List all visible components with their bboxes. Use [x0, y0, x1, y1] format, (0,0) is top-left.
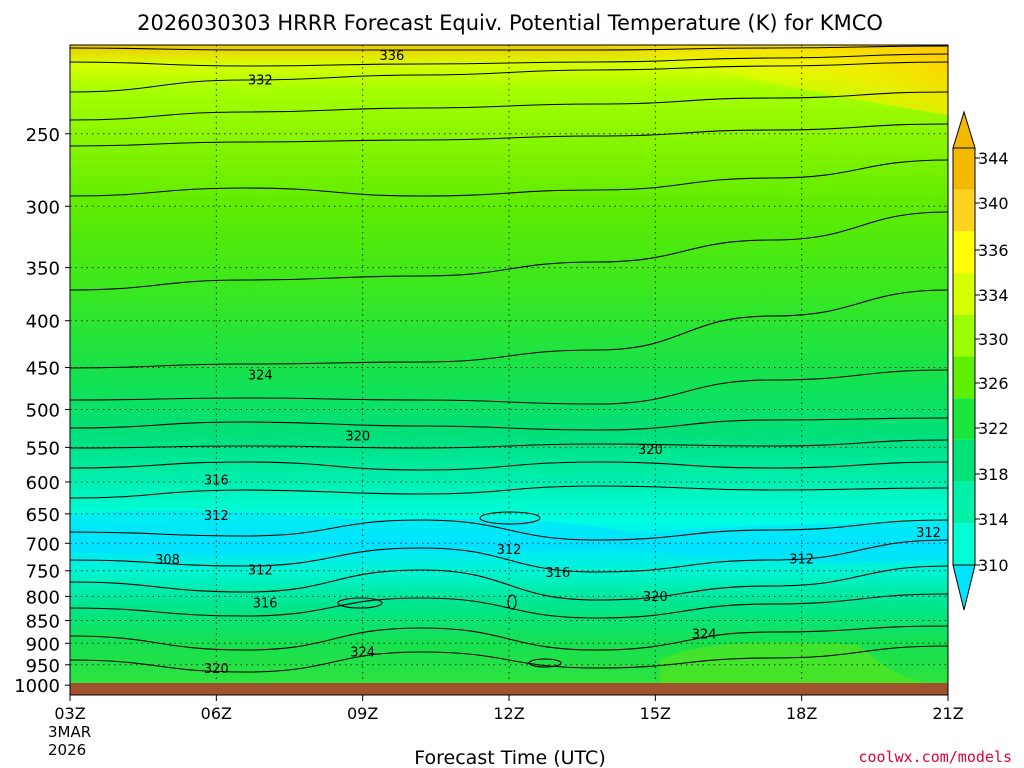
colorbar-segment — [953, 439, 975, 482]
colorbar-top-arrow — [952, 110, 976, 149]
ground-layer — [70, 683, 948, 695]
contour-label: 332 — [248, 73, 273, 88]
x-axis: 03Z 06Z 09Z 12Z 15Z 18Z 21Z — [54, 695, 964, 723]
contour-line — [70, 593, 948, 619]
colorbar-segment — [953, 273, 975, 315]
contour-line — [70, 45, 948, 51]
colorbar-tick-label: 314 — [978, 510, 1009, 529]
contour-line — [70, 289, 948, 369]
colorbar-tick-label: 326 — [978, 374, 1009, 393]
contour-cell — [479, 511, 541, 525]
contour-cell — [507, 594, 517, 610]
x-axis-date-line2: 2026 — [48, 741, 86, 759]
contour-line — [70, 625, 948, 651]
x-tick-label: 03Z — [54, 704, 85, 723]
contour-line — [70, 417, 948, 431]
colorbar-tick-label: 344 — [978, 149, 1009, 168]
x-tick-label: 18Z — [786, 704, 817, 723]
x-axis-date-line1: 3MAR — [48, 723, 91, 741]
colorbar-segment — [953, 356, 975, 399]
colorbar-tick-label: 322 — [978, 419, 1009, 438]
contour-label: 316 — [545, 566, 570, 581]
x-tick-label: 06Z — [201, 704, 232, 723]
contour-line — [70, 461, 948, 471]
contour-line — [70, 645, 948, 673]
y-tick-label: 650 — [26, 505, 60, 526]
plot-area — [70, 45, 948, 695]
contour-line — [70, 485, 948, 499]
colorbar-segment — [953, 231, 975, 274]
x-tick-label: 21Z — [932, 704, 963, 723]
contour-label: 320 — [345, 430, 370, 445]
y-tick-label: 450 — [26, 359, 60, 380]
y-tick-label: 750 — [26, 562, 60, 583]
x-tick-label: 15Z — [640, 704, 671, 723]
colorbar-segment — [953, 523, 975, 565]
y-tick-label: 600 — [26, 473, 60, 494]
contour-cell — [528, 658, 562, 668]
y-tick-label: 400 — [26, 312, 60, 333]
colorbar-tick-label: 310 — [978, 556, 1009, 575]
chart-title: 2026030303 HRRR Forecast Equiv. Potentia… — [137, 11, 883, 35]
colorbar: 310 314 318 322 326 330 334 336 340 344 — [952, 110, 1009, 611]
y-tick-label: 250 — [26, 125, 60, 146]
warm-upper-right-region — [600, 45, 948, 115]
colorbar-segment — [953, 481, 975, 524]
contour-label: 312 — [248, 564, 273, 579]
warm-lower-green-region — [660, 642, 948, 695]
contour-labels: 336 332 324 320 320 316 312 312 308 312 312 312 316 3… — [155, 49, 941, 677]
contour-label: 320 — [638, 443, 663, 458]
contour-line — [70, 565, 948, 601]
contour-label: 324 — [692, 627, 717, 642]
contour-label: 320 — [204, 662, 229, 677]
contour-label: 312 — [916, 526, 941, 541]
y-tick-label: 850 — [26, 612, 60, 633]
y-tick-label: 800 — [26, 587, 60, 608]
colorbar-tick-label: 330 — [978, 330, 1009, 349]
contour-label: 324 — [248, 369, 273, 384]
contour-label: 312 — [789, 552, 814, 567]
colorbar-tick-label: 336 — [978, 241, 1009, 260]
colorbar-frame — [952, 147, 976, 566]
colorbar-bottom-arrow — [952, 564, 976, 611]
contour-line — [70, 159, 948, 197]
contour-label: 320 — [643, 590, 668, 605]
contour-line — [70, 123, 948, 147]
contour-line — [70, 369, 948, 405]
x-tick-label: 09Z — [347, 704, 378, 723]
contour-line — [70, 539, 948, 573]
y-tick-label: 1000 — [14, 676, 60, 697]
contour-label: 316 — [253, 596, 278, 611]
y-tick-label: 900 — [26, 634, 60, 655]
contour-label: 336 — [380, 49, 405, 64]
contour-label: 312 — [497, 543, 522, 558]
colorbar-tick-label: 334 — [978, 286, 1009, 305]
y-tick-label: 950 — [26, 656, 60, 677]
colorbar-segment — [953, 398, 975, 440]
x-tick-label: 12Z — [493, 704, 524, 723]
colorbar-tick-label: 318 — [978, 465, 1009, 484]
contour-label: 312 — [204, 509, 229, 524]
contour-line — [70, 439, 948, 449]
y-axis: 2503003504004505005506006507007508008509… — [14, 125, 70, 697]
contour-cell — [337, 597, 383, 609]
contour-line — [70, 211, 948, 291]
x-axis-label: Forecast Time (UTC) — [414, 747, 605, 768]
colorbar-segment — [953, 314, 975, 357]
colorbar-segment — [953, 189, 975, 232]
y-tick-label: 500 — [26, 400, 60, 421]
colorbar-tick-label: 340 — [978, 194, 1009, 213]
watermark: coolwx.com/models — [858, 748, 1012, 766]
colorbar-segment — [953, 148, 975, 190]
cool-cyan-layer — [70, 510, 948, 562]
y-tick-label: 300 — [26, 197, 60, 218]
contour-label: 316 — [204, 473, 229, 488]
contour-lines — [70, 45, 948, 673]
contour-label: 308 — [155, 553, 180, 568]
y-tick-label: 700 — [26, 534, 60, 555]
y-tick-label: 550 — [26, 438, 60, 459]
y-tick-label: 350 — [26, 259, 60, 280]
contour-label: 324 — [350, 646, 375, 661]
